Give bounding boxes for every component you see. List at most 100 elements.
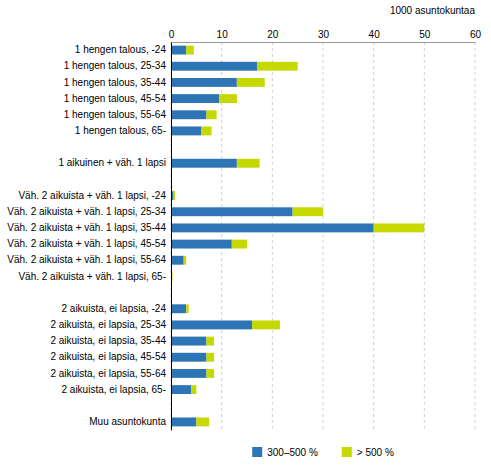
bar: [171, 46, 186, 55]
x-tick-label: 30: [318, 29, 330, 40]
y-axis-line: [171, 43, 172, 431]
grid-line: [424, 42, 425, 430]
bar: [232, 240, 247, 249]
y-tick-label: 2 aikuista, ei lapsia, 35-44: [50, 335, 166, 346]
y-tick: 2 aikuista, ei lapsia, 65-: [61, 384, 166, 395]
y-tick: 1 hengen talous, -24: [75, 44, 167, 55]
x-axis-label: 1000 asuntokuntaa: [390, 5, 476, 16]
y-tick-label: 1 hengen talous, 55-64: [64, 109, 167, 120]
x-tick: 10: [217, 29, 229, 42]
x-tick-label: 60: [470, 29, 482, 40]
bar: [171, 159, 237, 168]
bar: [252, 320, 280, 329]
bar: [219, 94, 237, 103]
y-tick: 2 aikuista, ei lapsia, 35-44: [50, 335, 166, 346]
bar: [206, 110, 216, 119]
bar: [171, 62, 257, 71]
y-tick-label: Väh. 2 aikuista + väh. 1 lapsi, 35-44: [7, 222, 166, 233]
y-tick: 1 aikuinen + väh. 1 lapsi: [58, 157, 166, 168]
x-axis: 0 10 20 30 40 50 60: [169, 29, 482, 43]
y-axis: 1 hengen talous, -24 1 hengen talous, 25-…: [7, 43, 171, 431]
y-tick: 2 aikuista, ei lapsia, 55-64: [50, 368, 166, 379]
grid-line: [475, 42, 476, 430]
y-tick-label: Väh. 2 aikuista + väh. 1 lapsi, 65-: [18, 271, 166, 282]
y-tick: 1 hengen talous, 35-44: [64, 77, 167, 88]
bar: [171, 369, 206, 378]
bar: [184, 256, 187, 265]
series: [172, 46, 424, 427]
plot: 01020304050601 hengen talous, -241 henge…: [7, 29, 481, 431]
y-tick: Väh. 2 aikuista + väh. 1 lapsi, 55-64: [7, 254, 166, 265]
y-tick: 2 aikuista, ei lapsia, 45-54: [50, 351, 166, 362]
y-tick-label: 2 aikuista, ei lapsia, 45-54: [50, 351, 166, 362]
bar: [206, 337, 214, 346]
y-tick: 1 hengen talous, 55-64: [64, 109, 167, 120]
bar: [171, 223, 374, 232]
legend-label: 300–500 %: [267, 447, 318, 458]
x-tick: 50: [419, 29, 431, 42]
x-tick: 0: [169, 29, 175, 42]
legend-swatch: [342, 447, 352, 457]
y-tick-label: Väh. 2 aikuista + väh. 1 lapsi, 25-34: [7, 206, 166, 217]
y-tick-label: 2 aikuista, ei lapsia, -24: [61, 303, 166, 314]
bars: [171, 46, 424, 427]
legend-item: 300–500 %: [252, 447, 318, 458]
bar: [237, 159, 260, 168]
grid: [171, 42, 475, 430]
y-tick-label: Väh. 2 aikuista + väh. 1 lapsi, -24: [18, 190, 166, 201]
y-tick: 2 aikuista, ei lapsia, 25-34: [50, 319, 166, 330]
y-tick-label: 1 aikuinen + väh. 1 lapsi: [58, 157, 166, 168]
grid-line: [171, 42, 172, 430]
bar: [237, 78, 265, 87]
bar: [186, 46, 194, 55]
bar: [174, 191, 176, 200]
y-tick: Väh. 2 aikuista + väh. 1 lapsi, -24: [18, 190, 166, 201]
grid-line: [272, 42, 273, 430]
bar: [171, 240, 232, 249]
grid-line: [323, 42, 324, 430]
bar: [171, 304, 186, 313]
x-tick: 30: [318, 29, 330, 42]
bar: [171, 78, 237, 87]
y-tick: Väh. 2 aikuista + väh. 1 lapsi, 25-34: [7, 206, 166, 217]
legend-item: > 500 %: [342, 447, 394, 458]
y-tick-label: 1 hengen talous, 45-54: [64, 93, 167, 104]
x-axis-line: [172, 42, 476, 43]
x-tick-label: 10: [217, 29, 229, 40]
y-tick-label: 1 hengen talous, 65-: [75, 125, 166, 136]
y-tick: 1 hengen talous, 65-: [75, 125, 166, 136]
bar: [171, 126, 201, 135]
x-tick-label: 20: [267, 29, 279, 40]
bar: [171, 256, 184, 265]
bar: [171, 110, 206, 119]
y-tick: Muu asuntokunta: [89, 416, 166, 427]
y-tick: 1 hengen talous, 25-34: [64, 60, 167, 71]
y-tick-label: Väh. 2 aikuista + väh. 1 lapsi, 45-54: [7, 238, 166, 249]
chart: 01020304050601 hengen talous, -241 henge…: [0, 0, 491, 470]
y-tick-label: Muu asuntokunta: [89, 416, 166, 427]
bar: [171, 385, 191, 394]
y-tick-label: 2 aikuista, ei lapsia, 55-64: [50, 368, 166, 379]
x-tick-label: 50: [419, 29, 431, 40]
bar: [171, 94, 219, 103]
bar: [186, 304, 189, 313]
y-tick: Väh. 2 aikuista + väh. 1 lapsi, 35-44: [7, 222, 166, 233]
x-tick: 60: [470, 29, 482, 42]
legend-swatch: [252, 447, 262, 457]
bar: [257, 62, 298, 71]
x-tick: 40: [369, 29, 381, 42]
legend-label: > 500 %: [357, 447, 394, 458]
y-tick-label: 1 hengen talous, 25-34: [64, 60, 167, 71]
legend: 300–500 % > 500 %: [252, 447, 394, 458]
grid-line: [373, 42, 374, 430]
bar: [191, 385, 196, 394]
bar: [293, 207, 323, 216]
x-tick: 20: [267, 29, 279, 42]
bar: [201, 126, 211, 135]
y-tick: Väh. 2 aikuista + väh. 1 lapsi, 65-: [18, 271, 166, 282]
bar: [171, 320, 252, 329]
y-tick: 1 hengen talous, 45-54: [64, 93, 167, 104]
y-tick: Väh. 2 aikuista + väh. 1 lapsi, 45-54: [7, 238, 166, 249]
bar: [196, 417, 209, 426]
y-tick-label: 1 hengen talous, 35-44: [64, 77, 167, 88]
